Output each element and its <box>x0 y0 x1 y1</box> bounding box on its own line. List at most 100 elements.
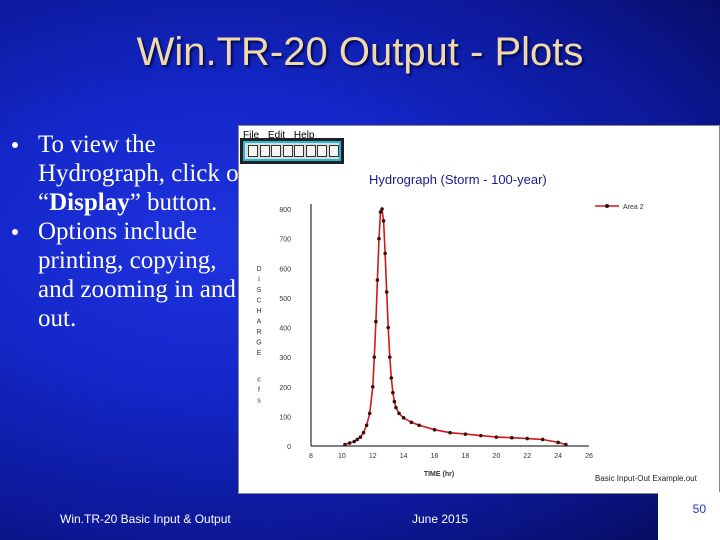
y-axis-label-char: G <box>256 340 261 347</box>
series-point <box>383 251 387 256</box>
y-axis-label-char: R <box>256 329 261 336</box>
x-axis-label: TIME (hr) <box>424 471 454 478</box>
series-point <box>448 430 452 435</box>
hydrograph-chart: Hydrograph (Storm - 100-year) 0 100 200 300 4… <box>256 172 698 483</box>
menu-file[interactable]: File <box>243 130 260 141</box>
series-point <box>374 319 378 324</box>
y-axis-label-char: H <box>256 308 261 315</box>
x-tick-label: 26 <box>585 453 593 460</box>
series-point <box>381 219 386 223</box>
y-tick-label: 300 <box>279 355 291 362</box>
slide-title: Win.TR-20 Output - Plots <box>136 30 584 74</box>
x-tick-label: 20 <box>492 453 500 460</box>
series-point <box>375 278 380 282</box>
series-point <box>401 416 406 420</box>
y-tick-label: 100 <box>279 414 291 421</box>
page-number: 50 <box>692 502 706 516</box>
series-point <box>352 439 357 444</box>
save-icon[interactable] <box>271 145 281 157</box>
hydrograph-window: File Edit Help Hydrograph (Storm - 100-y… <box>238 125 720 494</box>
menu-help[interactable]: Help <box>293 130 315 141</box>
toolbar <box>245 143 339 159</box>
series-point <box>378 210 383 214</box>
print-icon[interactable] <box>248 145 258 157</box>
series-point <box>358 435 363 439</box>
x-tick-label: 22 <box>523 453 531 460</box>
x-tick-label: 10 <box>338 453 346 460</box>
series-point <box>479 433 483 438</box>
x-tick-label: 16 <box>431 453 439 460</box>
y-axis-label-char: A <box>257 319 262 326</box>
y-tick-label: 400 <box>279 326 291 333</box>
series-point <box>394 405 398 410</box>
y-tick-label: 800 <box>279 207 291 214</box>
series-point <box>391 390 395 395</box>
bullet-text: To view the Hydrograph, click on “ <box>38 131 252 216</box>
series-point <box>525 436 530 441</box>
y-axis-label-char: f <box>258 387 260 394</box>
y-tick-label: 0 <box>287 444 291 451</box>
series-point <box>494 435 499 439</box>
series-point <box>417 423 421 428</box>
series-point <box>364 423 369 428</box>
footer-center: June 2015 <box>412 512 469 526</box>
series-point <box>392 399 397 404</box>
pointer-icon[interactable] <box>328 145 339 157</box>
copy2-icon[interactable] <box>282 145 293 157</box>
footer-left: Win.TR-20 Basic Input & Output <box>60 512 231 526</box>
series-point <box>377 236 381 241</box>
series-point <box>409 420 414 425</box>
legend-marker <box>605 204 609 208</box>
x-tick-label: 24 <box>554 453 562 460</box>
x-tick-label: 18 <box>462 453 470 460</box>
zoom-reset-icon[interactable] <box>317 145 327 157</box>
bullet-text-end: ” button. <box>129 189 218 216</box>
y-axis-label-char: D <box>256 266 261 273</box>
series-point <box>367 411 372 416</box>
x-tick-label: 12 <box>369 453 377 460</box>
y-tick-label: 500 <box>279 296 291 303</box>
y-tick-label: 700 <box>279 237 291 244</box>
series-point <box>386 325 391 330</box>
bullet-text: Options include printing, copying, and z… <box>38 218 236 332</box>
series-point <box>564 442 568 447</box>
series-point <box>397 411 401 416</box>
copy-icon[interactable] <box>259 145 270 157</box>
series-point <box>556 440 560 445</box>
y-axis-label-char: c <box>257 377 261 384</box>
y-axis-label-char: s <box>257 398 261 405</box>
series-point <box>389 376 394 380</box>
series-point <box>509 435 514 440</box>
y-tick-label: 600 <box>279 266 291 273</box>
page-number-box: 50 <box>658 492 720 540</box>
bullet-list: To view the Hydrograph, click on “Displa… <box>12 130 252 333</box>
y-axis-label-char: C <box>256 298 261 305</box>
zoom-out-icon[interactable] <box>305 145 316 157</box>
y-axis-label-char: E <box>257 350 262 357</box>
series-point <box>355 437 360 442</box>
series-line <box>344 206 567 446</box>
series-point <box>387 355 392 359</box>
bullet-bold-text: Display <box>49 189 130 216</box>
series-point <box>384 290 389 294</box>
toolbar-highlight <box>240 138 344 164</box>
x-tick-label: 8 <box>309 453 313 460</box>
x-tick-label: 14 <box>400 453 408 460</box>
series-point <box>343 442 347 447</box>
series-point <box>370 384 375 389</box>
menu-bar: File Edit Help <box>243 130 321 141</box>
series-point <box>540 437 545 442</box>
bullet-item: To view the Hydrograph, click on “Displa… <box>12 130 252 217</box>
series-point <box>463 432 468 436</box>
chart-footnote: Basic Input-Out Example.out <box>595 474 698 483</box>
bullet-item: Options include printing, copying, and z… <box>12 217 252 333</box>
zoom-in-icon[interactable] <box>294 145 304 157</box>
legend-label: Area 2 <box>623 204 644 211</box>
y-tick-label: 200 <box>279 385 291 392</box>
series-point <box>361 430 366 435</box>
bullet-dot-icon <box>12 142 18 148</box>
series-point <box>347 441 352 445</box>
bullet-dot-icon <box>12 229 18 235</box>
menu-edit[interactable]: Edit <box>267 130 286 141</box>
chart-title: Hydrograph (Storm - 100-year) <box>369 172 547 187</box>
